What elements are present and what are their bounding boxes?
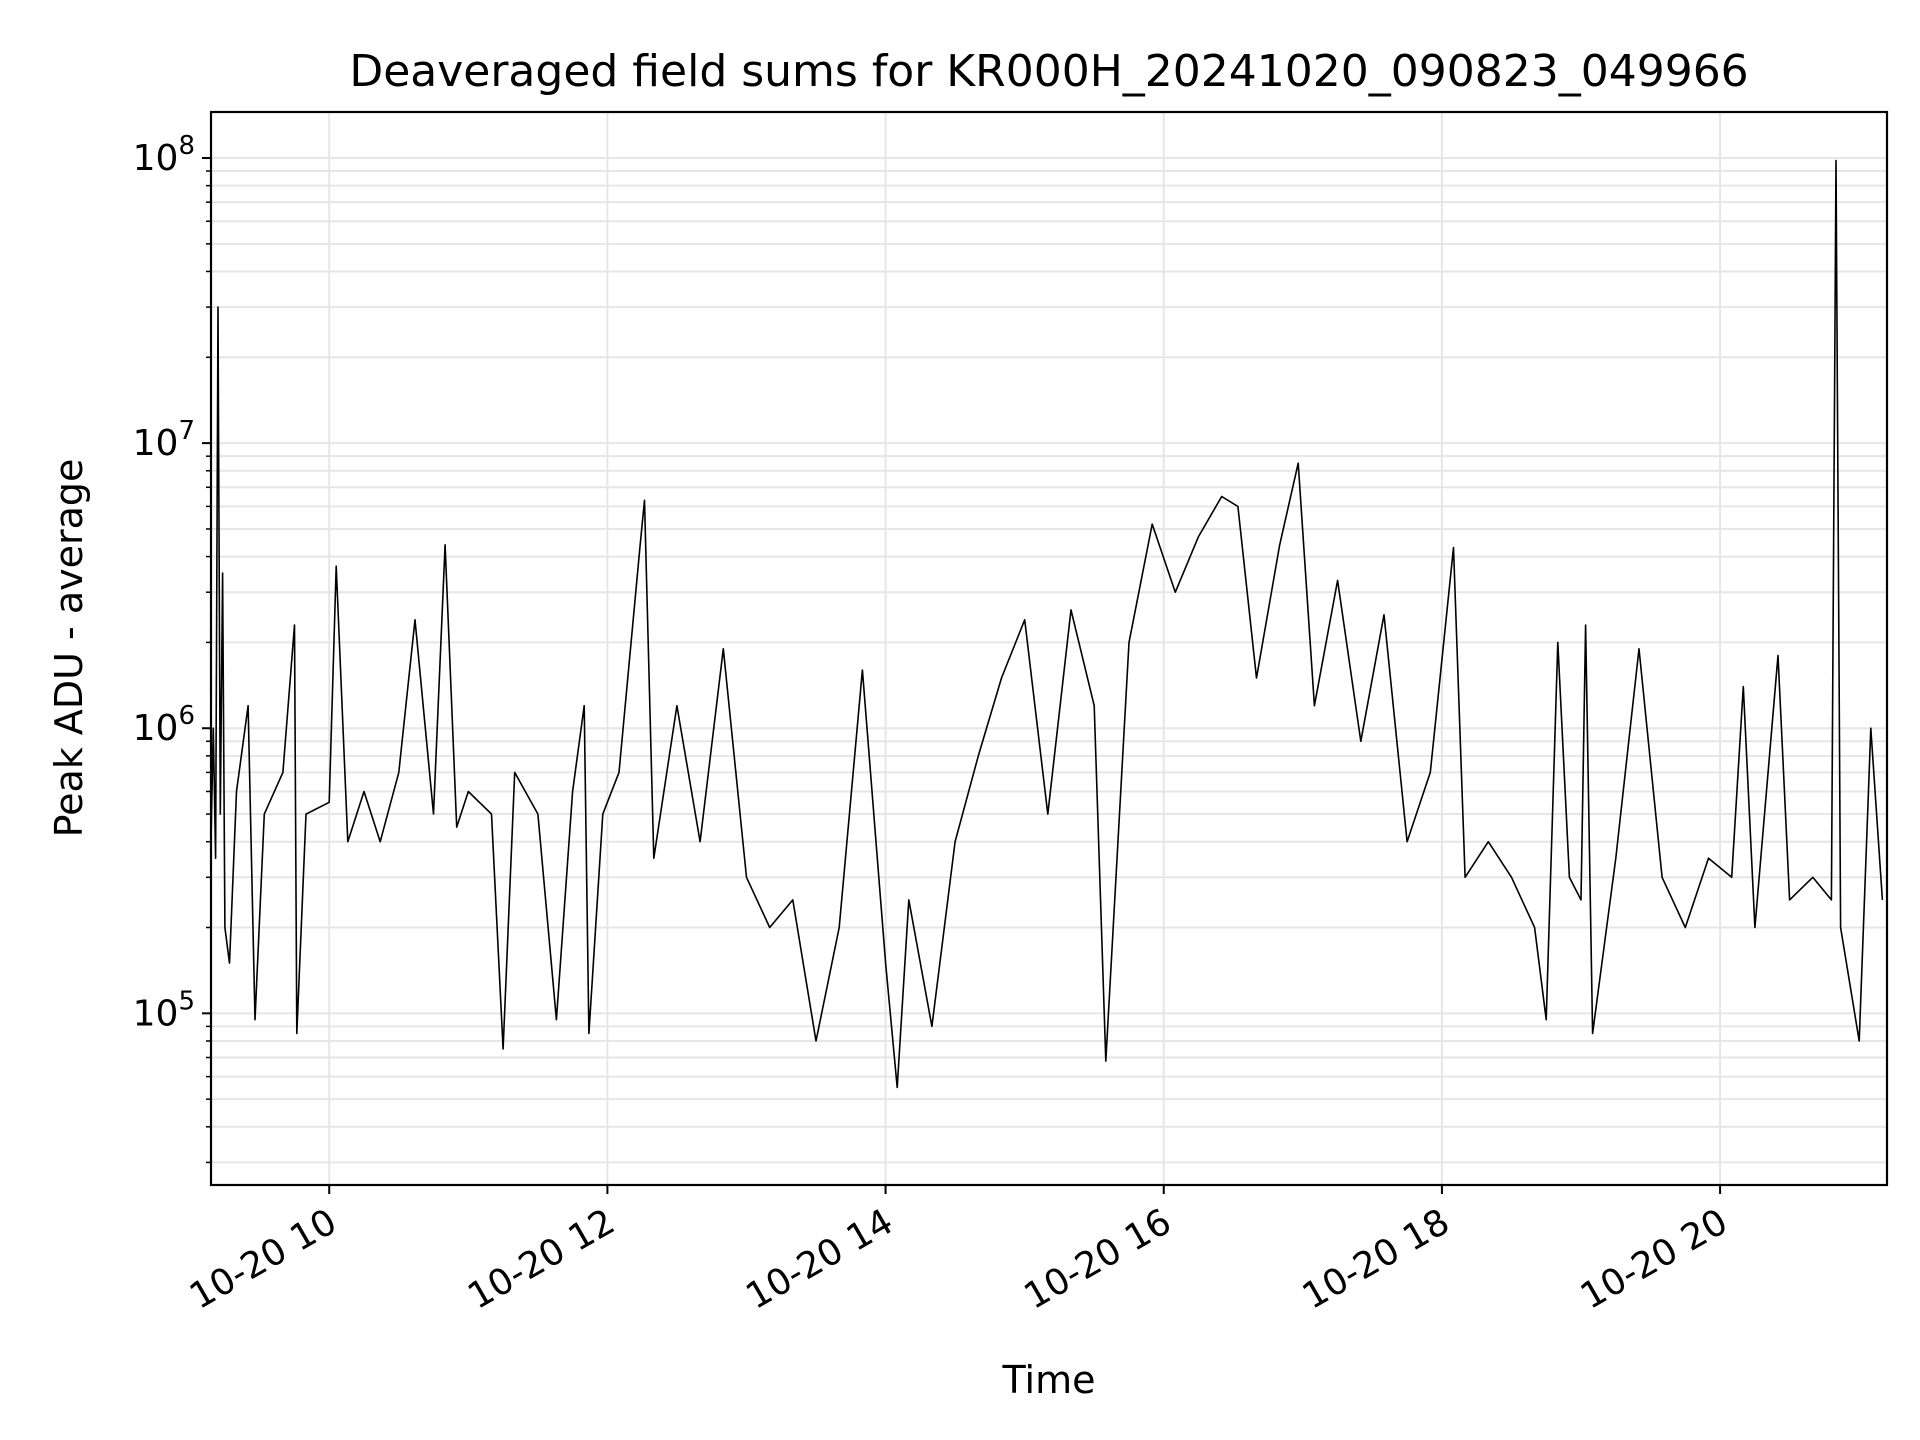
plot-frame	[209, 110, 1889, 1187]
y-tick-label: 108	[133, 131, 195, 179]
x-axis-label: Time	[1002, 1358, 1096, 1402]
tick-marks	[202, 157, 1722, 1194]
y-axis-label: Peak ADU - average	[47, 459, 91, 838]
y-tick-label: 105	[133, 986, 195, 1034]
series-layer	[210, 159, 1884, 1089]
series-line	[210, 159, 1884, 1089]
chart-title: Deaveraged field sums for KR000H_2024102…	[349, 46, 1748, 97]
y-tick-label: 106	[133, 701, 195, 749]
grid-lines	[211, 112, 1887, 1185]
y-tick-label: 107	[133, 416, 195, 464]
